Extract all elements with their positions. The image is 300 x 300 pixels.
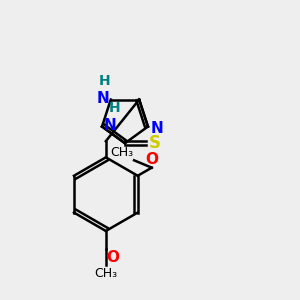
Text: H: H — [98, 74, 110, 88]
Text: N: N — [103, 118, 116, 133]
Text: N: N — [97, 91, 109, 106]
Text: H: H — [109, 101, 120, 116]
Text: CH₃: CH₃ — [94, 267, 117, 280]
Text: S: S — [148, 134, 160, 152]
Text: O: O — [145, 152, 158, 167]
Text: O: O — [106, 250, 119, 265]
Text: CH₃: CH₃ — [110, 146, 133, 159]
Text: N: N — [150, 121, 163, 136]
